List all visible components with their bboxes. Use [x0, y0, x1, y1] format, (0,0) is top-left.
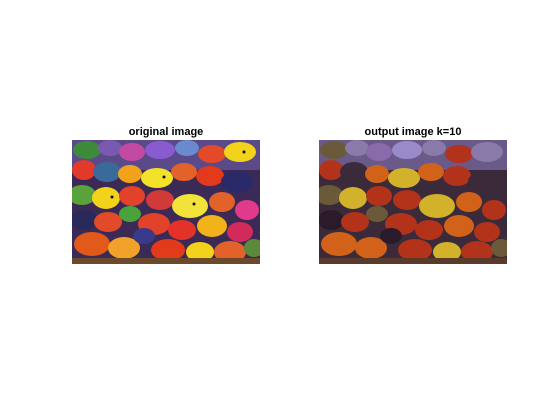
quantized-fish-image	[319, 140, 507, 264]
output-image-panel: output image k=10	[319, 126, 507, 264]
original-image-panel: original image	[72, 126, 260, 264]
output-image-title: output image k=10	[364, 126, 462, 138]
original-fish-image	[72, 140, 260, 264]
original-image-title: original image	[128, 126, 204, 138]
